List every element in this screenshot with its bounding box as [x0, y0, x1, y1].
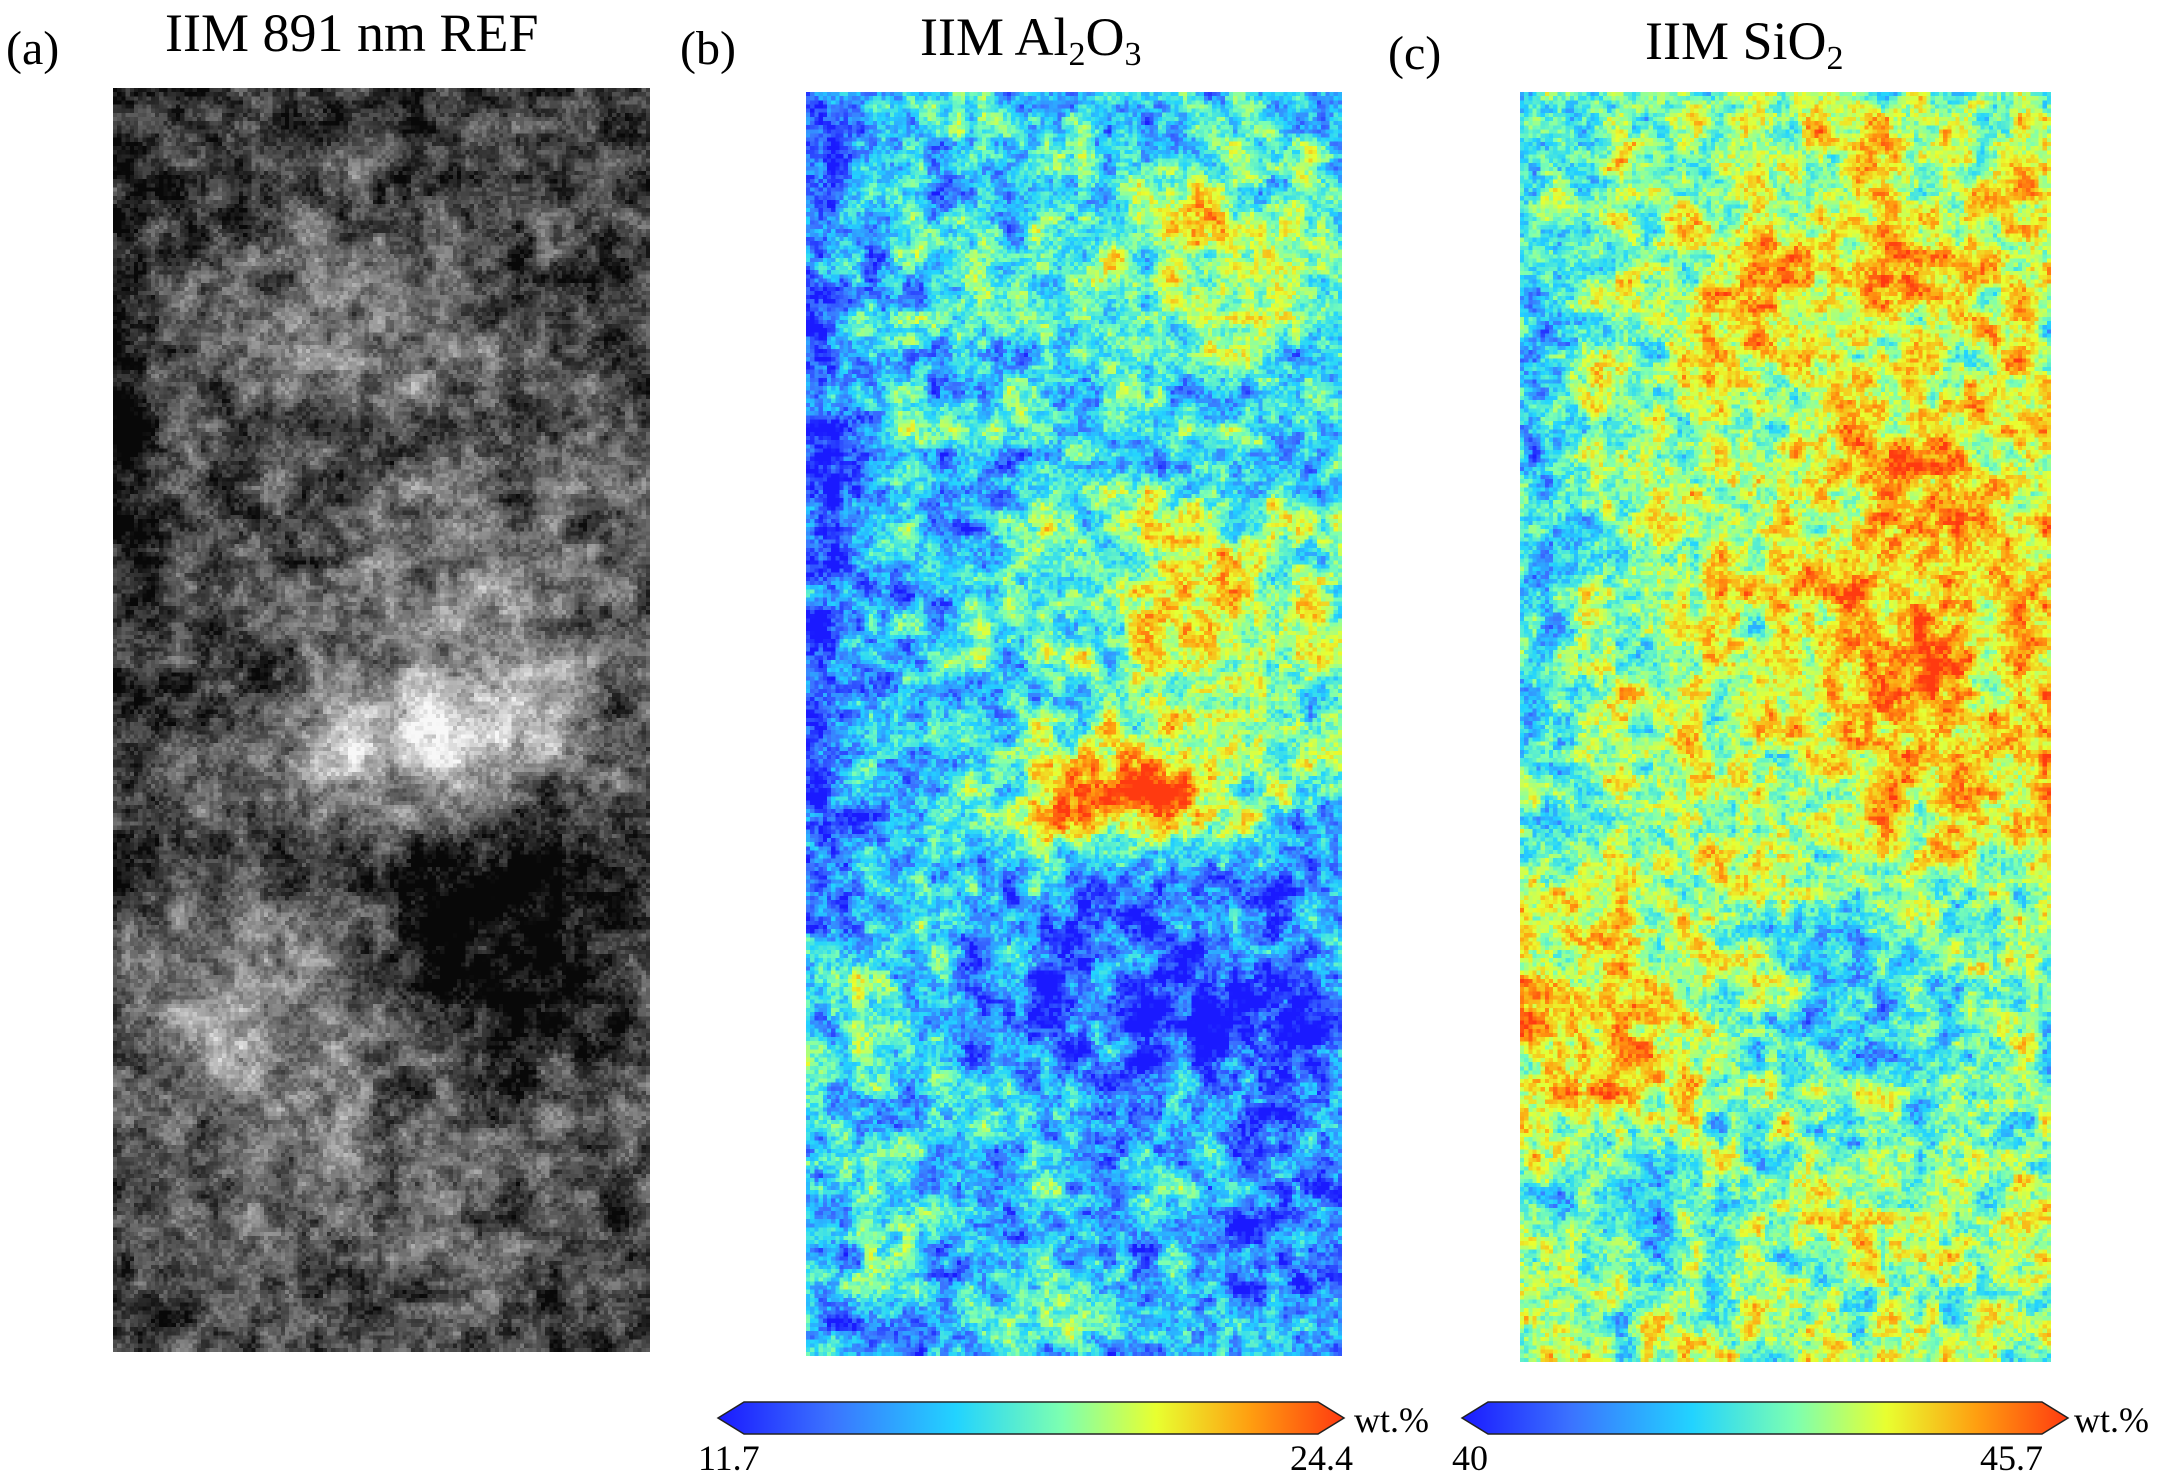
- panel-title-c: IIM SiO2: [1645, 14, 1844, 76]
- panel-title-b-sub1: 2: [1068, 36, 1086, 73]
- sio2-abundance-map: [1520, 92, 2051, 1362]
- colorbar-al2o3-max: 24.4: [1290, 1438, 1353, 1478]
- colorbar-sio2-unit: wt.%: [2074, 1400, 2149, 1440]
- colorbar-sio2-min: 40: [1452, 1438, 1488, 1478]
- al2o3-abundance-map: [806, 92, 1342, 1356]
- panel-title-b-prefix: IIM Al: [920, 7, 1069, 67]
- panel-title-b: IIM Al2O3: [920, 10, 1142, 72]
- panel-title-a: IIM 891 nm REF: [165, 6, 539, 60]
- panel-label-a: (a): [6, 22, 60, 75]
- colorbar-al2o3-unit: wt.%: [1354, 1400, 1429, 1440]
- panel-title-b-sub2: 3: [1124, 36, 1142, 73]
- panel-title-b-mid: O: [1085, 7, 1125, 67]
- panel-title-c-sub1: 2: [1826, 40, 1844, 77]
- colorbar-sio2: [1460, 1401, 2070, 1435]
- colorbar-al2o3: [716, 1401, 1346, 1435]
- colorbar-al2o3-min: 11.7: [698, 1438, 760, 1478]
- panel-title-a-text: IIM 891 nm REF: [165, 3, 539, 63]
- panel-label-b: (b): [680, 22, 736, 75]
- colorbar-sio2-max: 45.7: [1980, 1438, 2043, 1478]
- reflectance-image-891nm: [113, 88, 650, 1352]
- panel-title-c-prefix: IIM SiO: [1645, 11, 1827, 71]
- panel-label-c: (c): [1388, 27, 1442, 80]
